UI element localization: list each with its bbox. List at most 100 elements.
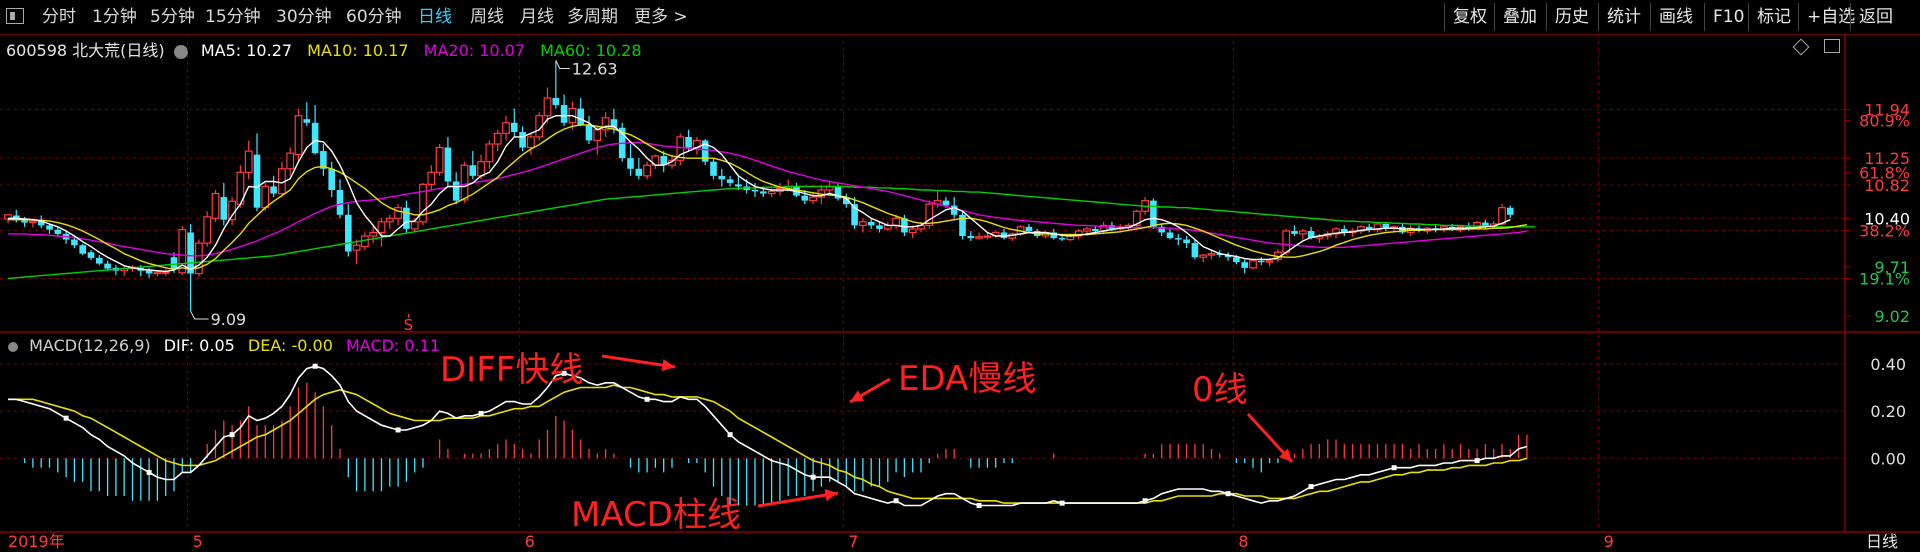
low-price-label: 9.09 bbox=[211, 310, 247, 329]
candle-body bbox=[843, 198, 850, 205]
candle-body bbox=[1166, 232, 1174, 239]
candle-body bbox=[1507, 207, 1514, 215]
candle-body bbox=[477, 161, 485, 177]
dif-marker bbox=[395, 427, 401, 433]
toolbar-button-5[interactable]: F10 bbox=[1704, 3, 1752, 31]
macd-axis-label: 0.40 bbox=[1870, 355, 1906, 374]
high-price-label: 12.63 bbox=[572, 59, 618, 78]
toolbar-button-3[interactable]: 统计 bbox=[1598, 3, 1649, 31]
legend-settings-icon[interactable] bbox=[173, 44, 188, 59]
candle-body bbox=[1199, 254, 1208, 258]
candle-body bbox=[1399, 226, 1406, 233]
period-tab-5[interactable]: 60分钟 bbox=[346, 7, 402, 27]
candle-body bbox=[560, 105, 568, 123]
toolbar-button-8[interactable]: 返回 bbox=[1850, 3, 1901, 31]
candle-body bbox=[170, 257, 178, 270]
candle-body bbox=[311, 122, 319, 154]
candle-body bbox=[760, 191, 767, 194]
period-tab-2[interactable]: 5分钟 bbox=[150, 7, 195, 27]
period-tab-0[interactable]: 分时 bbox=[42, 7, 76, 27]
macd-legend: MACD(12,26,9) DIF: 0.05 DEA: -0.00 MACD:… bbox=[8, 336, 440, 355]
period-tab-4[interactable]: 30分钟 bbox=[276, 7, 332, 27]
toolbar-button-1[interactable]: 叠加 bbox=[1494, 3, 1545, 31]
candle-body bbox=[1050, 232, 1058, 239]
period-tab-6[interactable]: 日线 bbox=[418, 7, 452, 27]
candle-body bbox=[1373, 223, 1382, 231]
candle-body bbox=[1092, 228, 1099, 232]
dif-marker bbox=[1308, 484, 1314, 490]
period-tab-1[interactable]: 1分钟 bbox=[92, 7, 137, 27]
period-tab-10[interactable]: 更多 > bbox=[634, 7, 688, 27]
stock-title[interactable]: 600598 北大荒(日线) bbox=[6, 41, 165, 60]
price-axis-label: 61.8% bbox=[1859, 163, 1910, 182]
dif-marker bbox=[1391, 465, 1397, 471]
candle-body bbox=[87, 252, 95, 258]
low-pointer bbox=[190, 310, 209, 320]
candle-body bbox=[403, 207, 410, 229]
candle-body bbox=[104, 263, 111, 269]
candle-body bbox=[635, 168, 643, 176]
window-toggle-icon[interactable] bbox=[6, 8, 24, 24]
candle-body bbox=[601, 117, 610, 131]
candle-body bbox=[1132, 210, 1141, 226]
candle-body bbox=[1356, 226, 1365, 232]
toolbar-button-2[interactable]: 历史 bbox=[1546, 3, 1597, 31]
ma10-line bbox=[8, 124, 1528, 271]
annotation-zero: 0线 bbox=[1192, 370, 1248, 410]
candle-body bbox=[1498, 207, 1506, 225]
arrow-zero-head bbox=[1278, 448, 1292, 462]
toolbar-button-0[interactable]: 复权 bbox=[1444, 3, 1495, 31]
period-tab-7[interactable]: 周线 bbox=[470, 7, 504, 27]
ma20-value: MA20: 10.07 bbox=[423, 41, 526, 60]
candle-body bbox=[892, 217, 900, 226]
candle-body bbox=[834, 186, 842, 199]
x-axis-label: 8 bbox=[1238, 532, 1248, 551]
period-tab-8[interactable]: 月线 bbox=[520, 7, 554, 27]
toolbar-button-4[interactable]: 画线 bbox=[1650, 3, 1701, 31]
macd-title[interactable]: MACD(12,26,9) bbox=[29, 336, 151, 355]
dea-line bbox=[8, 384, 1528, 504]
high-pointer bbox=[555, 60, 570, 69]
candle-body bbox=[983, 235, 992, 238]
price-axis-label: 38.2% bbox=[1859, 221, 1910, 240]
x-axis-label: 2019年 bbox=[8, 532, 65, 551]
candle-body bbox=[735, 184, 742, 187]
top-right-icons bbox=[1792, 38, 1841, 57]
candle-body bbox=[660, 156, 667, 166]
candle-body bbox=[901, 218, 908, 233]
candle-body bbox=[643, 164, 651, 177]
panel-icon[interactable] bbox=[1824, 39, 1841, 53]
toolbar-button-6[interactable]: 标记 bbox=[1748, 3, 1799, 31]
candle-body bbox=[801, 195, 809, 201]
period-tab-3[interactable]: 15分钟 bbox=[205, 7, 261, 27]
candle-body bbox=[1298, 230, 1307, 235]
candle-body bbox=[543, 97, 552, 117]
dif-marker bbox=[561, 370, 567, 376]
candle-body bbox=[485, 143, 494, 163]
ma20-line bbox=[8, 141, 1528, 257]
ma60-value: MA60: 10.28 bbox=[540, 41, 642, 60]
candle-body bbox=[1307, 231, 1315, 239]
candle-body bbox=[1183, 239, 1190, 244]
candle-body bbox=[1291, 231, 1298, 234]
annotation-diff: DIFF快线 bbox=[440, 350, 584, 390]
period-tab-9[interactable]: 多周期 bbox=[567, 7, 618, 27]
candle-body bbox=[21, 220, 28, 223]
annotation-macd-bar: MACD柱线 bbox=[571, 495, 741, 535]
candle-body bbox=[1341, 228, 1348, 233]
candle-body bbox=[577, 108, 584, 125]
candle-body bbox=[685, 136, 692, 148]
price-axis-label: 11.25 bbox=[1864, 149, 1910, 168]
candle-body bbox=[435, 146, 444, 173]
candle-body bbox=[178, 229, 187, 274]
candle-body bbox=[270, 186, 277, 194]
ma5-line bbox=[8, 114, 1511, 273]
dif-line bbox=[8, 365, 1528, 507]
candle-body bbox=[452, 181, 460, 201]
candle-body bbox=[336, 190, 344, 215]
toolbar-button-7[interactable]: +自选 bbox=[1798, 3, 1863, 31]
candle-body bbox=[71, 239, 78, 246]
dif-marker bbox=[1225, 491, 1231, 497]
price-axis-label: 9.71 bbox=[1874, 258, 1910, 277]
